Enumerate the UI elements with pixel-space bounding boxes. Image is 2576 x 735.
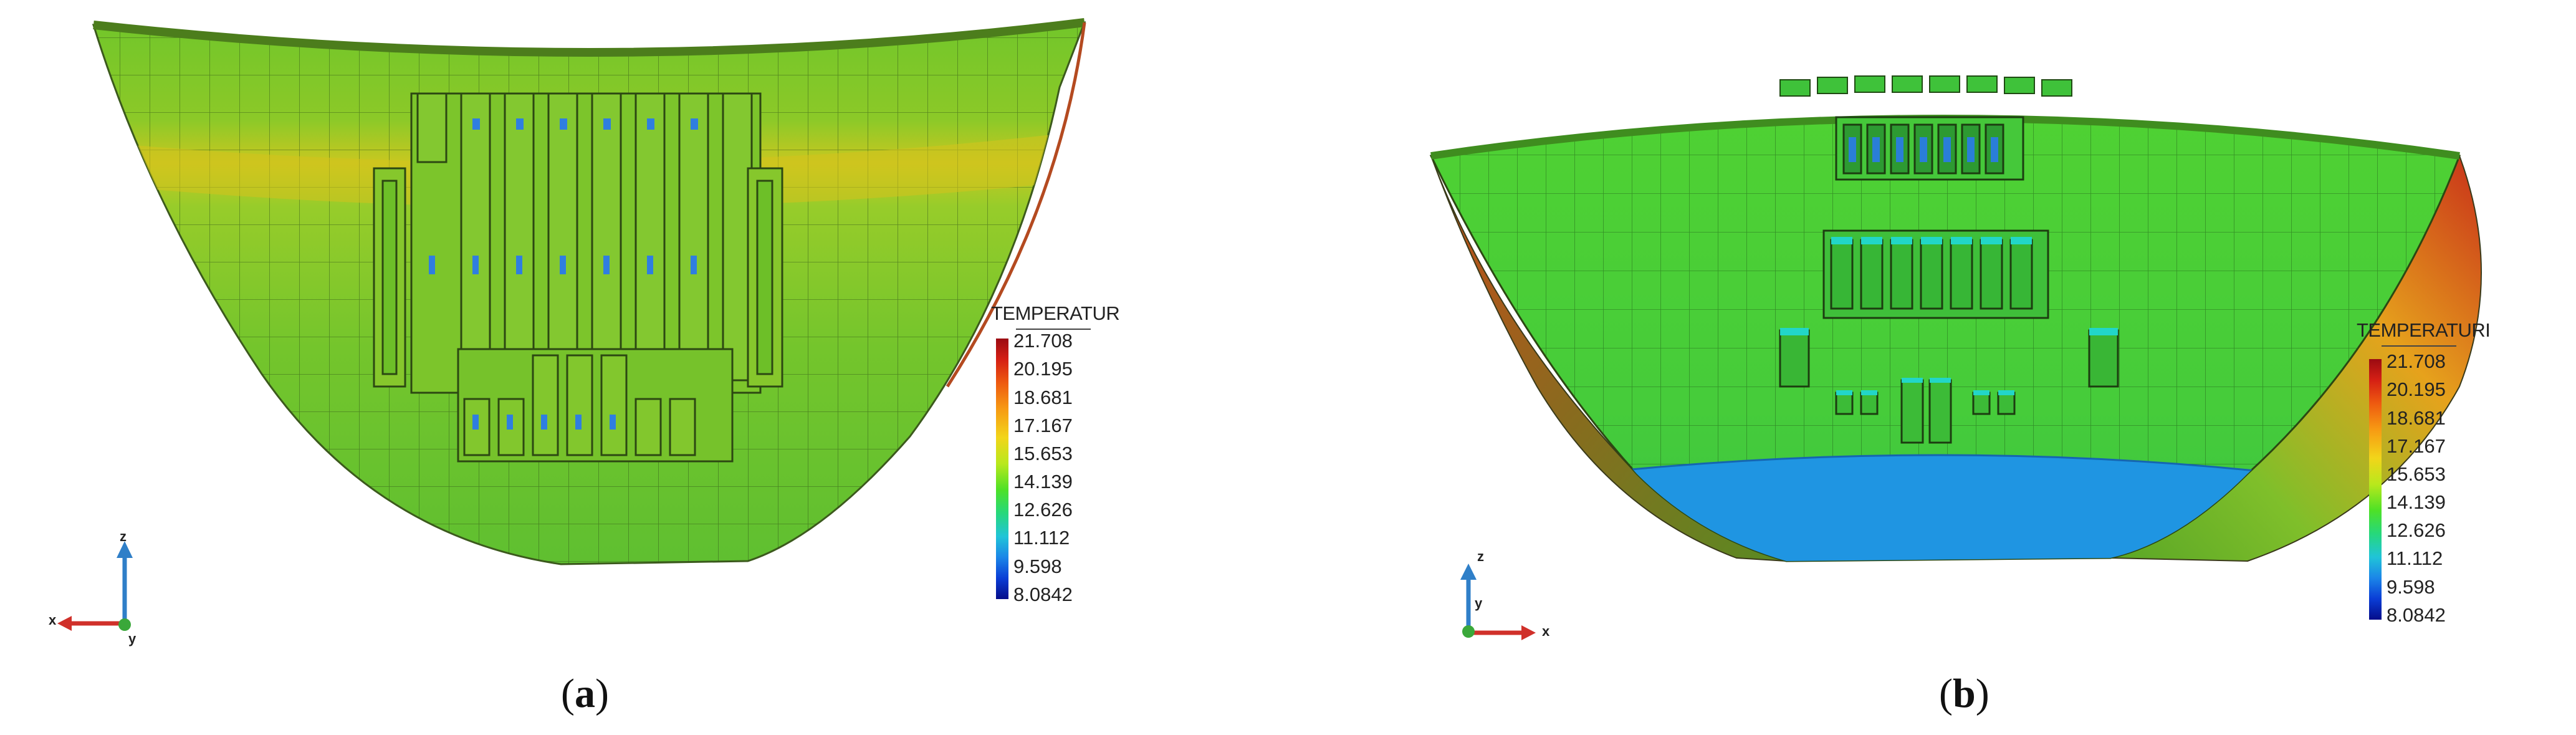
legend-label: 9.598 <box>2387 576 2435 598</box>
legend-label: 11.112 <box>2387 547 2443 569</box>
side-blocks-b <box>1779 328 2119 388</box>
caption-b: (b) <box>1939 670 1989 718</box>
surface-plot-b <box>1429 75 2482 640</box>
legend-colorbar-b <box>2369 359 2382 620</box>
axis-y-label-a: y <box>128 631 136 646</box>
caption-b-close: ) <box>1975 671 1989 716</box>
temperature-legend-b: TEMPERATURI 21.708 20.195 18.681 17.167 … <box>2357 319 2512 643</box>
window-row-2-b <box>1822 229 2049 319</box>
legend-label: 8.0842 <box>2387 604 2446 626</box>
legend-label: 18.681 <box>1013 387 1073 408</box>
axis-z-label-b: z <box>1477 549 1484 564</box>
caption-b-open: ( <box>1939 671 1953 716</box>
panel-a: z x y TEMPERATUR 21.708 20.195 18.681 17… <box>49 18 1141 718</box>
legend-label: 15.653 <box>1013 443 1073 464</box>
legend-label: 17.167 <box>2387 435 2446 457</box>
legend-label: 8.0842 <box>1013 584 1073 605</box>
panel-b: z x y TEMPERATURI 21.708 20.195 18.681 1… <box>1288 0 2576 735</box>
legend-title-underline-a <box>1016 329 1091 330</box>
temperature-render-a: z x y <box>49 18 1086 646</box>
axis-x-label-a: x <box>49 612 57 628</box>
caption-b-letter: b <box>1952 671 1976 716</box>
legend-label: 12.626 <box>1013 499 1073 521</box>
legend-label: 15.653 <box>2387 463 2446 485</box>
legend-label: 21.708 <box>1013 330 1073 352</box>
axis-triad-a <box>57 541 133 631</box>
lower-assembly-a <box>457 348 734 463</box>
caption-a-letter: a <box>574 671 595 716</box>
surface-plot-a <box>57 18 1086 631</box>
axis-x-label-b: x <box>1542 623 1550 639</box>
legend-label: 14.139 <box>2387 491 2446 513</box>
legend-title-underline-b <box>2382 345 2456 347</box>
legend-colorbar-a <box>996 339 1008 599</box>
axis-triad-b <box>1460 564 1536 640</box>
caption-a-open: ( <box>561 671 575 716</box>
legend-label: 18.681 <box>2387 407 2446 429</box>
legend-label: 12.626 <box>2387 519 2446 541</box>
window-row-1-b <box>1835 116 2024 181</box>
caption-a-close: ) <box>595 671 609 716</box>
legend-label: 20.195 <box>1013 358 1073 380</box>
legend-label: 11.112 <box>1013 527 1070 549</box>
temperature-render-b: z x y <box>1288 0 2576 735</box>
upper-assembly-a <box>373 92 783 394</box>
top-teeth-b <box>1779 75 2072 97</box>
temperature-legend-a: TEMPERATUR 21.708 20.195 18.681 17.167 1… <box>991 302 1141 627</box>
legend-label: 20.195 <box>2387 378 2446 400</box>
legend-title-b: TEMPERATURI <box>2357 319 2491 341</box>
legend-label: 21.708 <box>2387 350 2446 372</box>
axis-y-label-b: y <box>1475 595 1483 611</box>
legend-label: 14.139 <box>1013 471 1073 492</box>
legend-title-a: TEMPERATUR <box>991 302 1120 324</box>
axis-z-label-a: z <box>120 529 127 544</box>
legend-label: 9.598 <box>1013 555 1062 577</box>
legend-label: 17.167 <box>1013 415 1073 436</box>
caption-a: (a) <box>561 670 609 718</box>
window-row-3-b <box>1835 378 2016 444</box>
